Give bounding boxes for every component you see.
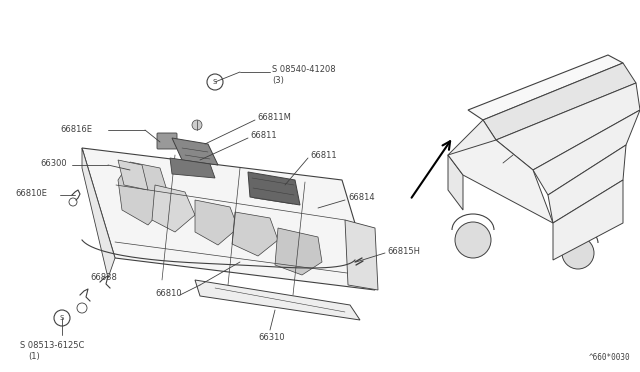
Ellipse shape xyxy=(299,200,321,216)
Ellipse shape xyxy=(503,129,513,137)
Polygon shape xyxy=(118,162,170,225)
Ellipse shape xyxy=(336,257,354,279)
Text: 66814: 66814 xyxy=(348,193,374,202)
Text: 66816E: 66816E xyxy=(60,125,92,135)
Text: S 08540-41208: S 08540-41208 xyxy=(272,64,335,74)
Text: 66300: 66300 xyxy=(40,158,67,167)
Text: (3): (3) xyxy=(272,76,284,84)
Polygon shape xyxy=(275,228,322,275)
Polygon shape xyxy=(483,63,636,140)
Text: S 08513-6125C: S 08513-6125C xyxy=(20,340,84,350)
Polygon shape xyxy=(172,138,218,165)
Text: 66811: 66811 xyxy=(250,131,276,141)
Polygon shape xyxy=(248,172,300,205)
Polygon shape xyxy=(496,83,640,170)
Text: (1): (1) xyxy=(28,352,40,360)
Text: 66838: 66838 xyxy=(90,273,117,282)
Polygon shape xyxy=(118,160,148,190)
Polygon shape xyxy=(448,140,553,223)
Polygon shape xyxy=(548,145,626,223)
Polygon shape xyxy=(468,55,623,120)
FancyBboxPatch shape xyxy=(157,133,177,149)
Text: 66310: 66310 xyxy=(258,334,285,343)
Ellipse shape xyxy=(355,258,360,266)
Text: S: S xyxy=(213,79,217,85)
Ellipse shape xyxy=(547,121,557,129)
Ellipse shape xyxy=(525,125,535,133)
Polygon shape xyxy=(232,212,278,256)
Polygon shape xyxy=(152,185,195,232)
Text: ^660*0030: ^660*0030 xyxy=(588,353,630,362)
Polygon shape xyxy=(82,148,115,278)
Polygon shape xyxy=(195,280,360,320)
Polygon shape xyxy=(448,155,463,210)
Circle shape xyxy=(192,120,202,130)
Text: 66811M: 66811M xyxy=(257,113,291,122)
Polygon shape xyxy=(170,158,215,178)
Text: 66810E: 66810E xyxy=(15,189,47,198)
Circle shape xyxy=(562,237,594,269)
Polygon shape xyxy=(553,180,623,260)
Text: 66815H: 66815H xyxy=(387,247,420,256)
Polygon shape xyxy=(533,110,640,195)
Polygon shape xyxy=(345,220,378,290)
Text: S: S xyxy=(60,315,64,321)
Circle shape xyxy=(455,222,491,258)
Polygon shape xyxy=(448,120,496,175)
Ellipse shape xyxy=(591,113,601,121)
Polygon shape xyxy=(82,148,375,290)
Text: 66810: 66810 xyxy=(155,289,182,298)
Text: 66811: 66811 xyxy=(310,151,337,160)
Polygon shape xyxy=(195,200,238,245)
Ellipse shape xyxy=(569,117,579,125)
